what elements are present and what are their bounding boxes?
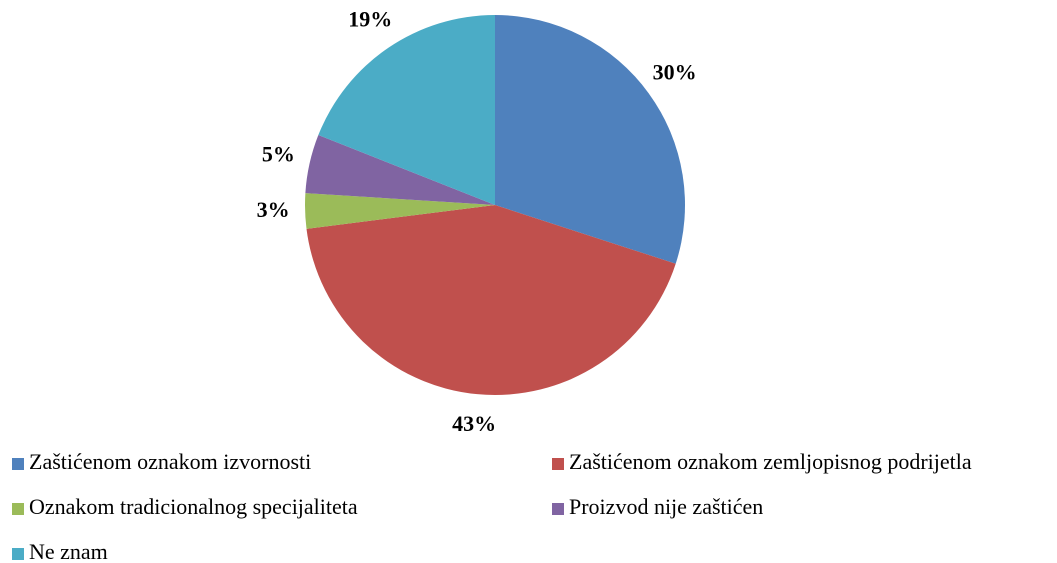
pie-slice (318, 15, 495, 205)
legend-swatch (12, 548, 24, 560)
data-label: 3% (257, 197, 290, 222)
legend-swatch (552, 503, 564, 515)
data-label: 19% (348, 6, 392, 31)
pie-slice (305, 193, 495, 229)
legend-label: Zaštićenom oznakom izvornosti (29, 449, 311, 474)
data-label: 43% (452, 411, 496, 436)
pie-slice (306, 205, 676, 396)
data-label: 30% (653, 60, 697, 85)
legend-label: Proizvod nije zaštićen (569, 494, 763, 519)
legend-label: Ne znam (29, 539, 108, 563)
legend-swatch (12, 458, 24, 470)
data-label: 5% (262, 142, 295, 167)
pie-slice (305, 135, 495, 205)
pie-slice (495, 15, 685, 264)
legend-swatch (12, 503, 24, 515)
legend-swatch (552, 458, 564, 470)
legend-label: Zaštićenom oznakom zemljopisnog podrijet… (569, 449, 972, 474)
legend-label: Oznakom tradicionalnog specijaliteta (29, 494, 358, 519)
